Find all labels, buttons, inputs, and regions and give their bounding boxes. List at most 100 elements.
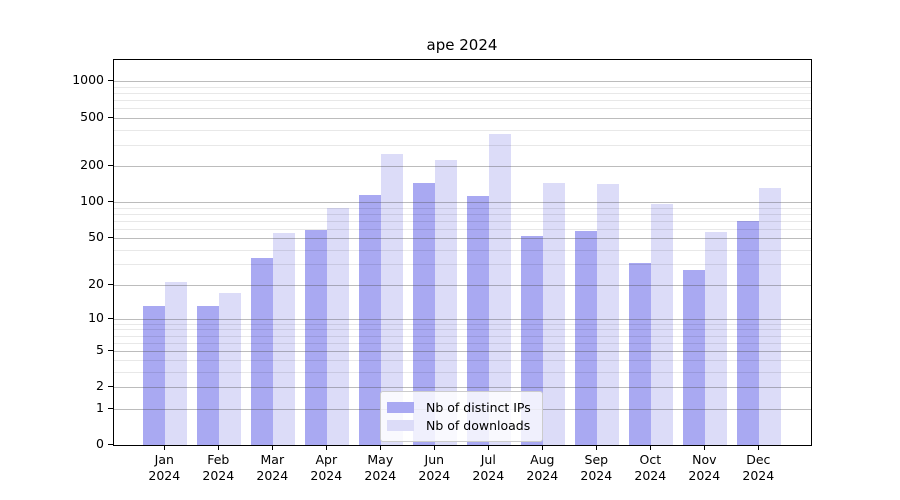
bar-distinct-ips-Jun [413,183,436,445]
chart-title: ape 2024 [426,36,498,54]
gridline-major [114,238,811,239]
gridline-major [114,165,811,167]
bar-distinct-ips-Nov [683,269,706,445]
gridline-minor [114,360,811,362]
gridline-minor [114,86,811,88]
x-tick-label: Oct 2024 [634,452,667,483]
y-tick-label: 10 [88,309,104,325]
bar-distinct-ips-Mar [251,257,274,445]
legend-swatch-downloads [387,419,414,431]
bar-downloads-Aug [543,183,566,445]
x-tick-label: Dec 2024 [742,452,775,483]
y-tick-mark [108,349,113,351]
y-tick-label: 20 [88,275,104,291]
gridline-minor [114,129,811,131]
gridline-minor [114,323,811,325]
y-tick-label: 1 [96,399,104,415]
x-tick-label: Jun 2024 [418,452,451,483]
y-tick-mark [108,407,113,409]
gridline-major [114,350,811,352]
bar-downloads-Apr [327,207,350,445]
x-tick-label: Aug 2024 [526,452,559,483]
gridline-minor [114,207,811,209]
x-tick-label: Feb 2024 [202,452,235,483]
x-tick-label: May 2024 [364,452,397,483]
bar-distinct-ips-Dec [737,221,760,445]
y-tick-mark [108,201,113,203]
x-tick-mark [218,445,220,450]
bar-downloads-Feb [219,292,242,445]
x-tick-mark [596,445,598,450]
gridline-major [114,202,811,204]
bar-downloads-Jul [489,133,512,445]
bar-distinct-ips-Feb [197,306,220,445]
gridline-minor [114,335,811,337]
x-tick-mark [650,445,652,450]
bar-downloads-Oct [651,204,674,445]
plot-area [113,59,812,446]
x-tick-label: Sep 2024 [580,452,613,483]
y-tick-mark [108,80,113,82]
y-tick-label: 200 [80,156,104,172]
x-tick-label: Jan 2024 [148,452,181,483]
bar-distinct-ips-Apr [305,230,328,445]
y-tick-label: 500 [80,108,104,124]
gridline-minor [114,93,811,95]
bar-downloads-Jun [435,159,458,445]
x-tick-label: Nov 2024 [688,452,721,483]
y-tick-mark [108,164,113,166]
legend-label-distinct-ips: Nb of distinct IPs [426,399,531,415]
y-tick-label: 2 [96,378,104,394]
bar-distinct-ips-Oct [629,262,652,445]
legend: Nb of distinct IPs Nb of downloads [380,391,543,442]
legend-swatch-distinct-ips [387,401,414,413]
bar-distinct-ips-Jan [143,306,166,445]
x-tick-mark [326,445,328,450]
bar-distinct-ips-May [359,194,382,445]
legend-item-distinct-ips: Nb of distinct IPs [387,399,535,415]
bar-downloads-May [381,154,404,445]
bar-downloads-Jan [165,282,188,445]
gridline-minor [114,228,811,230]
legend-label-downloads: Nb of downloads [426,417,531,433]
gridline-minor [114,372,811,373]
x-tick-mark [704,445,706,450]
y-tick-label: 0 [96,436,104,451]
gridline-major [114,117,811,119]
gridline-minor [114,108,811,110]
gridline-minor [114,264,811,266]
y-tick-label: 1000 [72,72,104,88]
gridline-major [114,318,811,320]
bar-downloads-Sep [597,184,620,445]
gridline-minor [114,100,811,102]
gridline-minor [114,249,811,251]
bar-downloads-Nov [705,232,728,445]
gridline-major [114,284,811,286]
bar-downloads-Dec [759,188,782,445]
gridline-major [114,387,811,389]
x-tick-mark [542,445,544,450]
x-tick-label: Mar 2024 [256,452,289,483]
x-tick-label: Apr 2024 [310,452,343,483]
y-tick-mark [108,283,113,285]
y-tick-label: 50 [88,229,104,244]
bar-distinct-ips-Jul [467,196,490,445]
gridline-minor [114,213,811,215]
x-tick-mark [758,445,760,450]
y-tick-label: 5 [96,341,104,357]
x-tick-mark [380,445,382,450]
x-tick-mark [434,445,436,450]
x-tick-label: Jul 2024 [472,452,505,483]
y-tick-mark [108,317,113,319]
x-tick-mark [272,445,274,450]
gridline-minor [114,144,811,146]
bar-distinct-ips-Sep [575,231,598,445]
gridline-minor [114,329,811,331]
x-tick-mark [164,445,166,450]
y-tick-mark [108,237,113,238]
y-tick-mark [108,444,113,445]
gridline-minor [114,342,811,344]
legend-item-downloads: Nb of downloads [387,417,535,433]
bar-downloads-Mar [273,233,296,445]
